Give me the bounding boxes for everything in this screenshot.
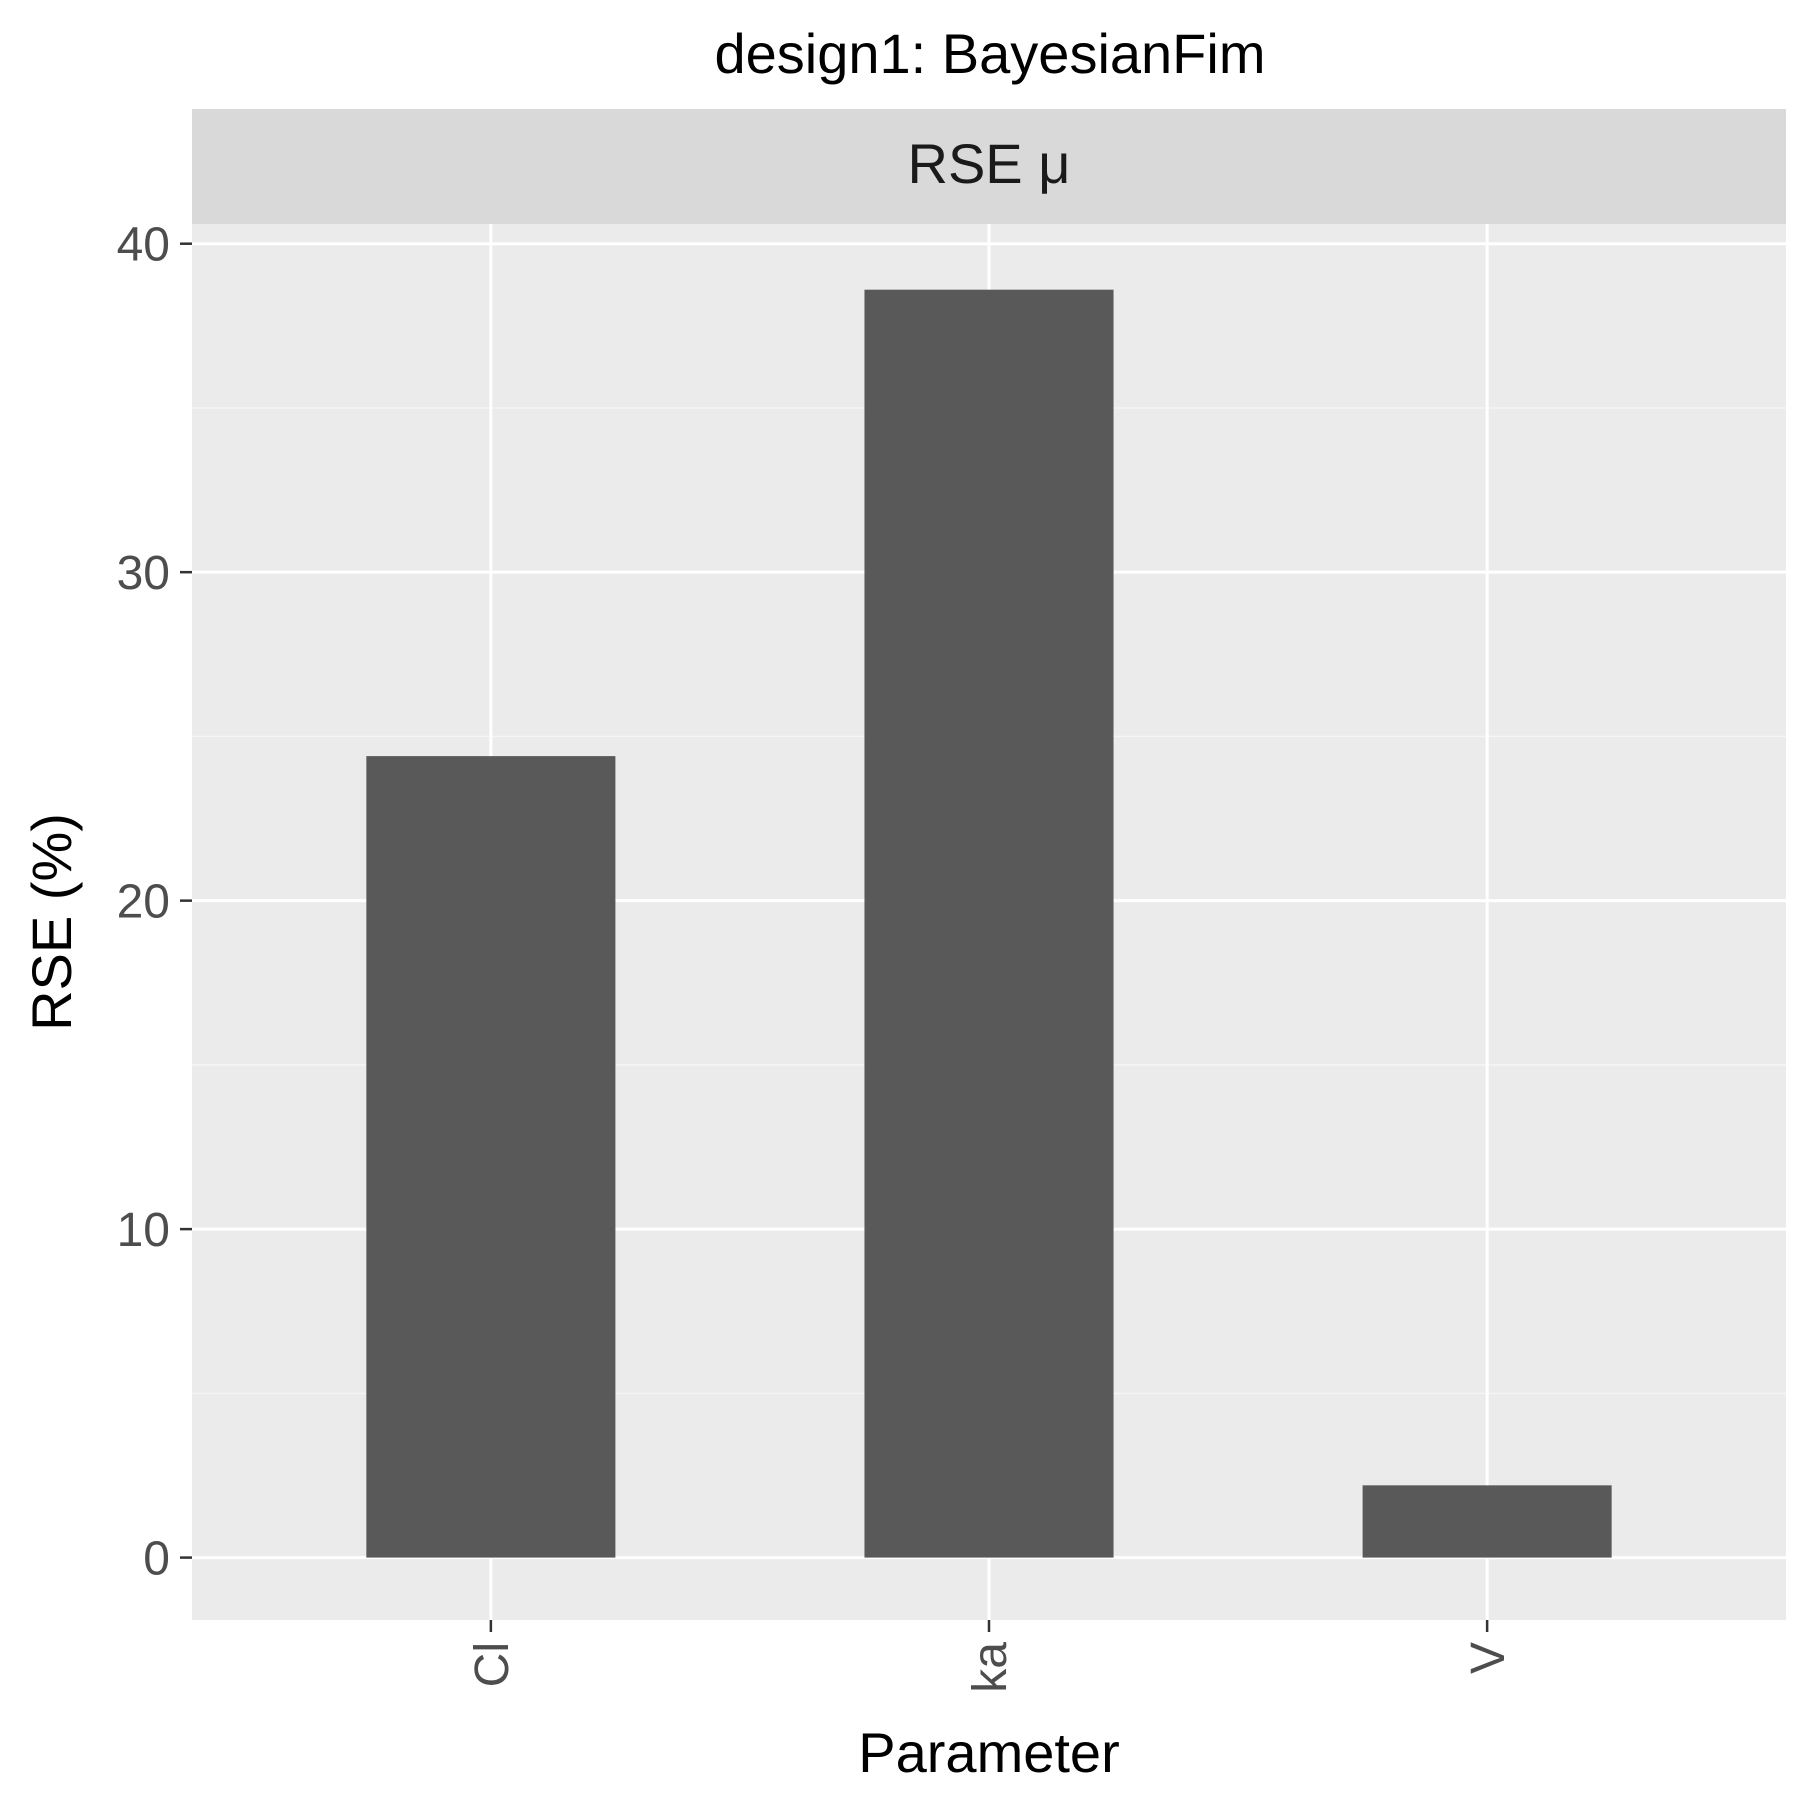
x-tick-label-ka: ka xyxy=(964,1642,1017,1693)
x-axis-ticks: Cl ka V xyxy=(466,1620,1515,1693)
facet-strip-label: RSE μ xyxy=(908,132,1071,195)
bar-v xyxy=(1362,1485,1612,1558)
y-tick-label: 30 xyxy=(117,547,170,600)
x-axis-title: Parameter xyxy=(858,1721,1119,1784)
y-tick-label: 20 xyxy=(117,876,170,929)
y-axis-ticks: 0 10 20 30 40 xyxy=(117,219,192,1586)
y-axis-title: RSE (%) xyxy=(20,813,83,1031)
x-tick-label-cl: Cl xyxy=(466,1642,519,1687)
x-tick-label-v: V xyxy=(1462,1642,1515,1674)
y-tick-label: 0 xyxy=(143,1533,170,1586)
bar-cl xyxy=(366,756,616,1558)
y-tick-label: 10 xyxy=(117,1204,170,1257)
chart-title: design1: BayesianFim xyxy=(715,22,1266,85)
bar-ka xyxy=(864,289,1114,1558)
y-tick-label: 40 xyxy=(117,219,170,272)
bars xyxy=(366,289,1612,1558)
facet-strip xyxy=(192,109,1786,224)
